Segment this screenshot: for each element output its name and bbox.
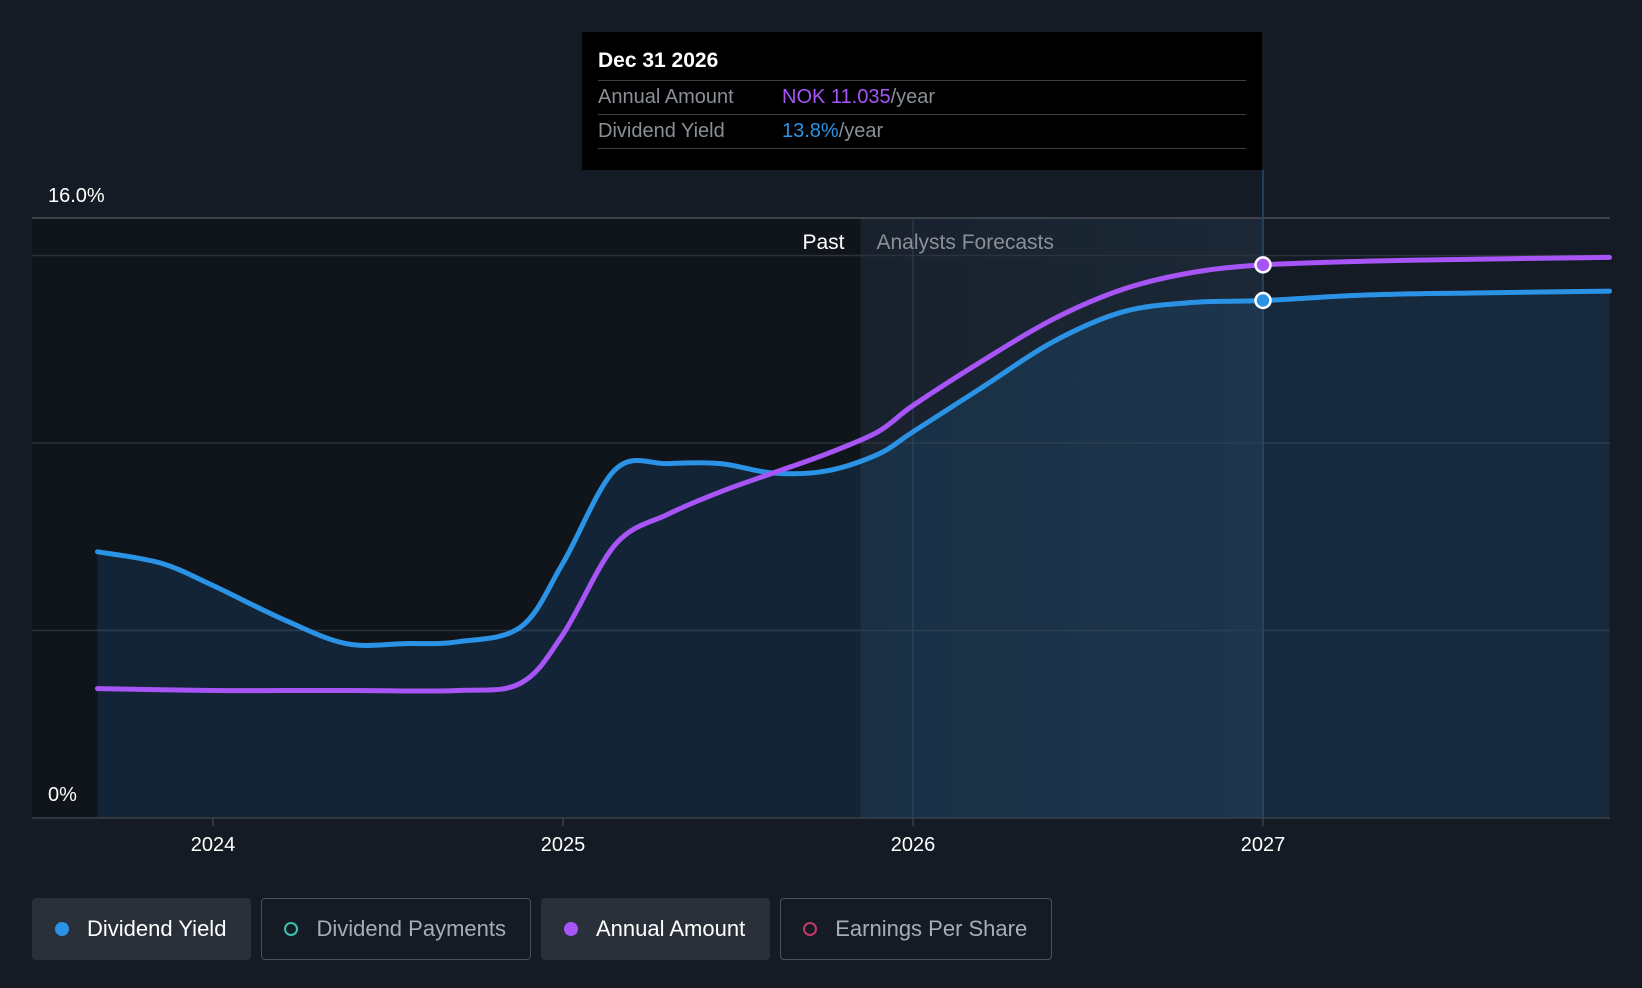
annual-amount-dot-icon xyxy=(563,922,578,936)
past-label: Past xyxy=(802,231,844,254)
dividend-yield-marker xyxy=(1254,291,1272,310)
tooltip-label: Dividend Yield xyxy=(598,120,725,142)
dividend-payments-dot-icon xyxy=(284,922,299,936)
x-tick-label: 2026 xyxy=(891,834,936,856)
legend-label: Annual Amount xyxy=(595,916,746,941)
legend-dividend-payments[interactable]: Dividend Payments xyxy=(261,898,531,960)
tooltip-value: NOK 11.035 xyxy=(782,86,891,108)
forecast-label: Analysts Forecasts xyxy=(877,231,1054,254)
x-tick-label: 2027 xyxy=(1241,834,1286,856)
tooltip-value: 13.8% xyxy=(782,120,839,142)
legend-label: Earnings Per Share xyxy=(835,916,1028,941)
tooltip-label: Annual Amount xyxy=(598,86,734,108)
dividend-yield-dot-icon xyxy=(55,922,69,936)
forecast-region xyxy=(860,218,1263,818)
legend-dividend-yield[interactable]: Dividend Yield xyxy=(32,898,252,960)
legend-label: Dividend Yield xyxy=(87,916,227,941)
legend: Dividend Yield Dividend Payments Annual … xyxy=(32,898,1053,960)
x-tick-label: 2024 xyxy=(191,834,236,856)
legend-annual-amount[interactable]: Annual Amount xyxy=(540,898,771,960)
earnings-per-share-dot-icon xyxy=(803,922,818,936)
legend-label: Dividend Payments xyxy=(316,916,506,941)
legend-earnings-per-share[interactable]: Earnings Per Share xyxy=(780,898,1053,960)
dividend-yield-area xyxy=(97,291,1610,819)
tooltip-row-dividend-yield: Dividend Yield 13.8% /year xyxy=(598,114,1246,149)
tooltip-row-annual-amount: Annual Amount NOK 11.035 /year xyxy=(598,80,1246,114)
tooltip-date: Dec 31 2026 xyxy=(598,49,719,72)
y-axis-top-label: 16.0% xyxy=(48,185,105,207)
tooltip: Dec 31 2026 Annual Amount NOK 11.035 /ye… xyxy=(582,32,1262,170)
x-tick-label: 2025 xyxy=(541,834,586,856)
tooltip-unit: /year xyxy=(890,86,936,108)
annual-amount-marker xyxy=(1254,256,1272,274)
tooltip-unit: /year xyxy=(838,120,884,142)
y-axis-bottom-label: 0% xyxy=(48,784,77,806)
past-region xyxy=(32,218,861,818)
